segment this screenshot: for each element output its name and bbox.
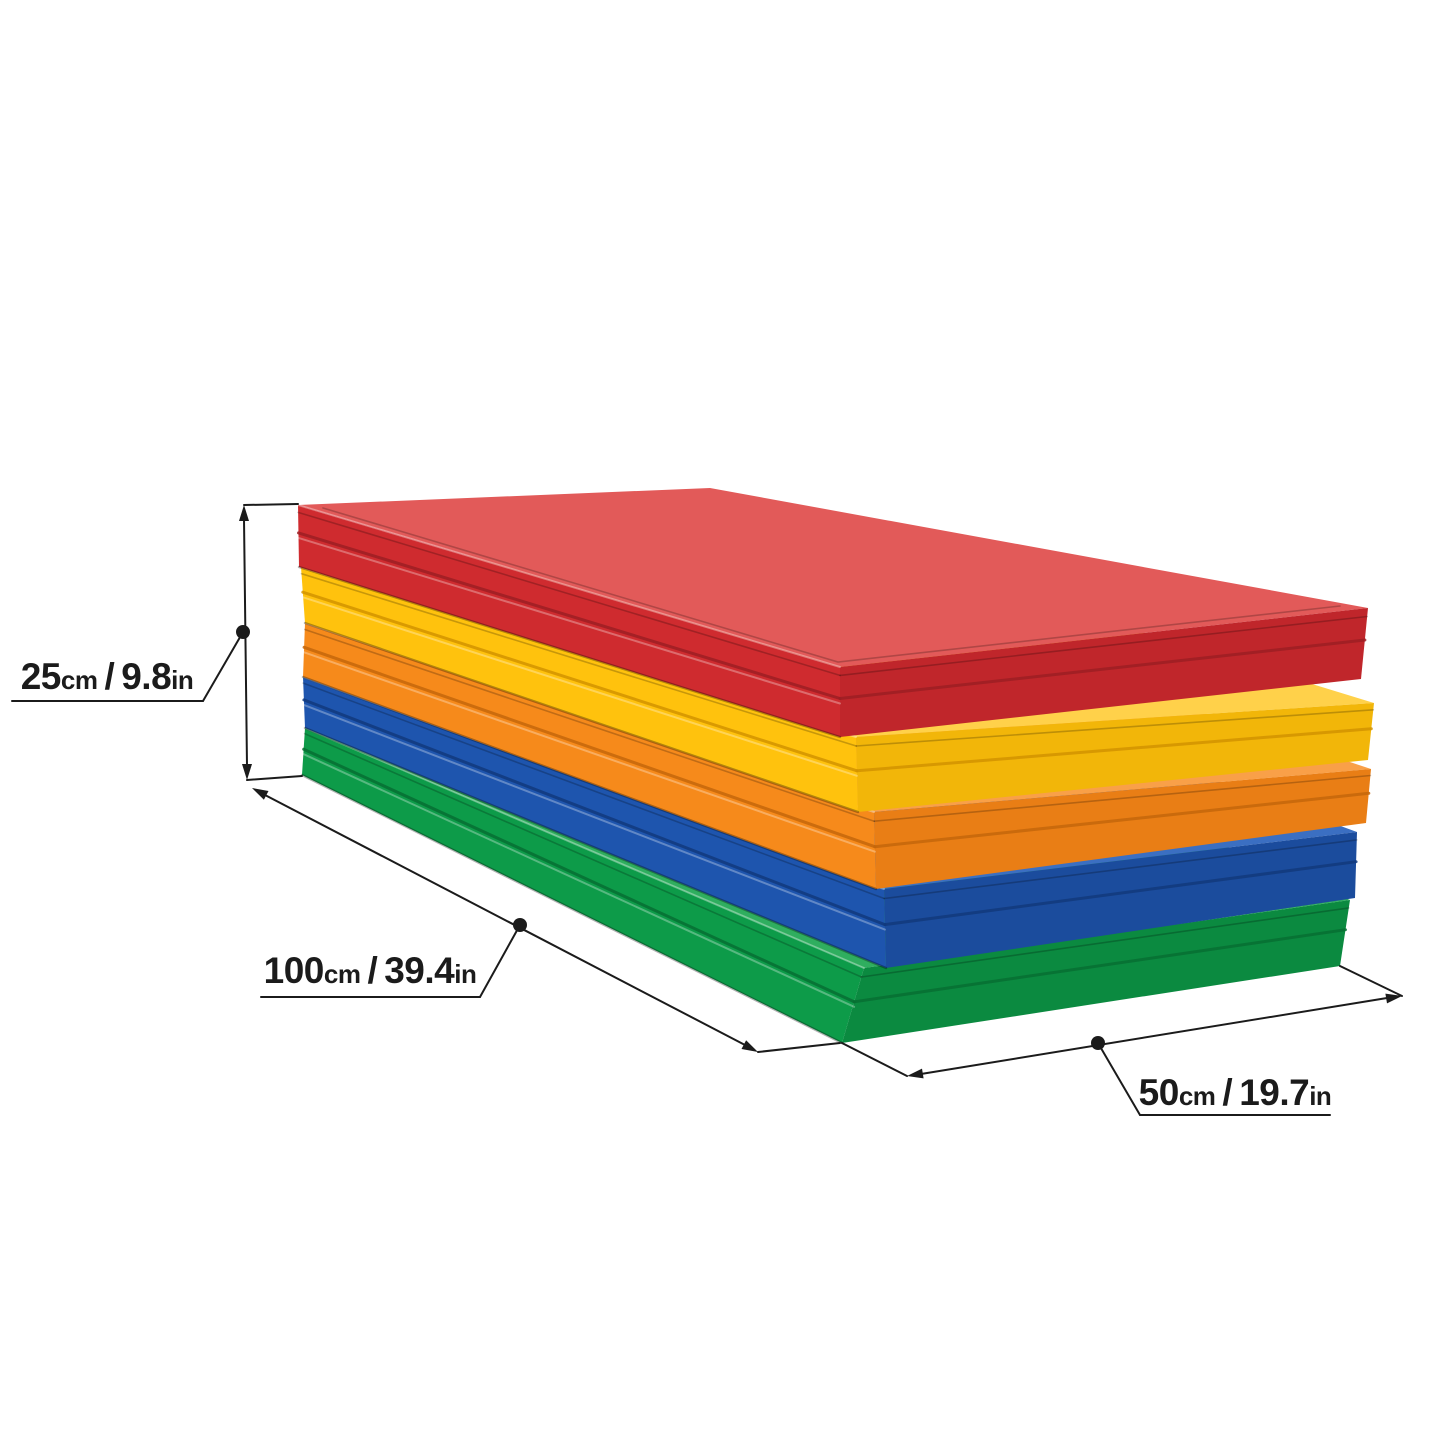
green-mat-front-stitch	[303, 732, 863, 978]
green-mat-top-edge-highlight	[304, 727, 865, 969]
height-metric-value: 25	[20, 656, 62, 697]
width-leader-dot	[1091, 1036, 1105, 1050]
yellow-mat-end-seam	[855, 727, 1373, 773]
yellow-mat-end-stitch	[855, 709, 1375, 747]
blue-mat-end-seam	[883, 860, 1358, 927]
green-mat-bottom-crease	[300, 773, 844, 1045]
length-separator: /	[367, 950, 378, 991]
length-arrow-downright-icon	[741, 1040, 758, 1052]
blue-mat-bottom-crease	[303, 726, 888, 970]
green-mat-front-seam	[302, 747, 856, 1004]
height-bottom-tick	[246, 775, 303, 781]
green-mat-front-face	[302, 728, 864, 1043]
yellow-mat-front-seam-highlight	[301, 596, 858, 777]
yellow-mat-front-stitch	[300, 572, 857, 747]
red-mat-bottom-crease	[297, 565, 842, 739]
length-imperial-value: 39.4	[384, 950, 455, 991]
width-label-leader	[1097, 1042, 1141, 1116]
green-mat-end-face	[842, 900, 1350, 1043]
red-mat-top-piping	[322, 507, 1341, 663]
blue-mat-front-face	[303, 677, 886, 968]
red-mat-front-stitch	[297, 511, 841, 677]
length-arrow-upleft-icon	[252, 788, 269, 800]
green-mat-end-stitch	[860, 907, 1350, 978]
height-leader-dot	[236, 625, 250, 639]
width-arrow-right-icon	[1385, 993, 1402, 1004]
orange-mat-end-seam	[873, 791, 1371, 849]
red-mat-top-edge-highlight	[297, 504, 841, 668]
width-imperial-value: 19.7	[1239, 1072, 1310, 1113]
width-arrow-left-icon	[907, 1068, 924, 1079]
orange-mat-front-seam-highlight	[303, 651, 876, 853]
width-separator: /	[1222, 1072, 1233, 1113]
height-imperial-value: 9.8	[121, 656, 172, 697]
length-witness-line	[757, 1042, 841, 1053]
length-dimension-line	[264, 794, 746, 1046]
dimension-lines	[11, 503, 1403, 1116]
width-witness-line-right	[1339, 965, 1403, 997]
red-mat-top-face	[298, 488, 1368, 667]
red-mat-front-seam	[297, 531, 842, 700]
width-imperial-unit: in	[1309, 1081, 1332, 1111]
blue-mat-front-stitch	[302, 682, 885, 900]
width-metric-unit: cm	[1178, 1081, 1216, 1111]
red-mat-front-seam-highlight	[297, 536, 841, 705]
width-metric-value: 50	[1138, 1072, 1180, 1113]
red-mat-end-stitch	[839, 615, 1368, 677]
length-metric-unit: cm	[323, 959, 361, 989]
yellow-mat-end-face	[856, 703, 1374, 812]
green-mat-front-seam-highlight	[302, 753, 856, 1008]
width-dimension-line	[920, 997, 1388, 1075]
height-arrow-down-icon	[242, 764, 252, 780]
height-arrow-up-icon	[239, 505, 249, 521]
yellow-mat-front-face	[301, 567, 858, 812]
yellow-mat-bottom-crease	[303, 621, 860, 814]
length-leader-dot	[513, 918, 527, 932]
red-mat	[297, 488, 1368, 739]
height-separator: /	[104, 656, 115, 697]
height-label-leader	[202, 631, 244, 702]
length-metric-value: 100	[263, 950, 325, 991]
width-witness-line-left	[841, 1042, 908, 1077]
blue-mat-front-seam-highlight	[302, 703, 886, 931]
height-top-tick	[243, 503, 299, 506]
yellow-mat-front-seam	[301, 590, 859, 773]
orange-mat-front-seam	[302, 645, 877, 849]
height-label: 25cm/9.8in	[10, 658, 204, 695]
blue-mat-end-face	[884, 832, 1357, 968]
orange-mat-end-stitch	[873, 774, 1372, 822]
height-metric-unit: cm	[60, 665, 98, 695]
width-label: 50cm/19.7in	[1136, 1074, 1334, 1111]
height-dimension-line	[243, 518, 248, 767]
length-label: 100cm/39.4in	[258, 952, 482, 989]
height-imperial-unit: in	[171, 665, 194, 695]
length-imperial-unit: in	[454, 959, 477, 989]
orange-mat-bottom-crease	[301, 675, 878, 891]
length-label-leader	[479, 924, 521, 998]
orange-mat-end-face	[874, 769, 1371, 889]
red-mat-end-seam	[838, 638, 1367, 700]
red-mat-front-face	[298, 505, 840, 737]
red-mat-end-face	[840, 608, 1368, 737]
blue-mat-end-stitch	[883, 839, 1358, 900]
blue-mat-front-seam	[302, 698, 887, 927]
green-mat-end-seam	[852, 928, 1347, 1004]
orange-mat-front-stitch	[304, 628, 875, 822]
dimension-markers	[236, 505, 1402, 1079]
orange-mat-front-face	[303, 623, 876, 889]
